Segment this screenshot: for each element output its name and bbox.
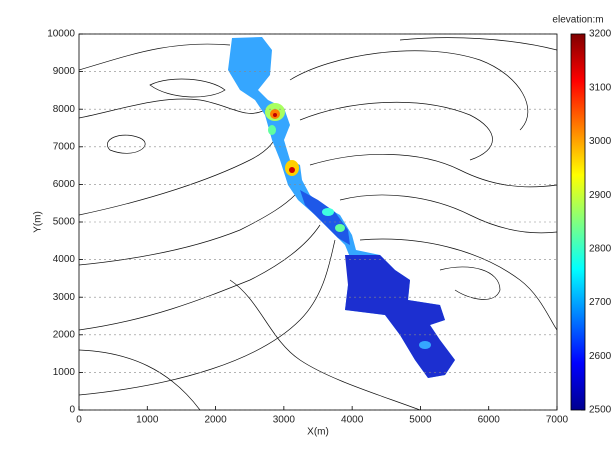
x-tick-label: 4000	[341, 415, 364, 426]
y-tick-label: 1000	[53, 367, 76, 378]
colorbar-tick-label: 2600	[589, 351, 612, 362]
x-tick-label: 1000	[136, 415, 159, 426]
contour-line	[229, 279, 421, 410]
hotspot	[322, 208, 334, 216]
axes: 0 1000 2000 3000 4000 5000 6000 7000 0 1000 2000 30…	[47, 29, 611, 426]
hotspot	[273, 113, 277, 117]
colorbar-tick-label: 2900	[589, 190, 612, 201]
y-tick-label: 2000	[53, 329, 76, 340]
x-tick-label: 5000	[409, 415, 432, 426]
y-tick-label: 6000	[53, 179, 76, 190]
contour-line	[299, 101, 493, 161]
y-tick-label: 9000	[53, 66, 76, 77]
contour-lines	[79, 37, 557, 410]
contour-line	[79, 224, 321, 331]
y-tick-label: 3000	[53, 292, 76, 303]
plot-frame	[78, 33, 558, 411]
contour-line	[79, 349, 201, 410]
x-tick-label: 3000	[273, 415, 296, 426]
x-tick-label: 6000	[478, 415, 501, 426]
colorbar-tick-label: 3100	[589, 82, 612, 93]
x-tick-label: 2000	[204, 415, 227, 426]
contour-line	[79, 129, 281, 216]
hotspot	[268, 125, 276, 135]
contour-line	[149, 78, 226, 98]
y-tick-label: 10000	[47, 29, 75, 40]
contour-line	[289, 50, 529, 131]
colorbar-tick-label: 3000	[589, 136, 612, 147]
contour-line	[339, 194, 557, 234]
contour-line	[79, 194, 296, 266]
colorbar-tick-label: 2800	[589, 243, 612, 254]
x-tick-label: 0	[76, 415, 82, 426]
contour-line	[309, 153, 557, 188]
y-axis-label: Y(m)	[33, 211, 44, 233]
contour-line	[79, 239, 336, 396]
contour-line	[107, 134, 146, 154]
contour-line	[79, 43, 231, 71]
contour-line	[359, 238, 557, 331]
y-tick-label: 4000	[53, 254, 76, 265]
contour-line	[399, 37, 557, 51]
colorbar-tick-label: 2700	[589, 297, 612, 308]
hotspot	[289, 167, 295, 173]
glacier	[228, 37, 455, 378]
y-tick-label: 7000	[53, 141, 76, 152]
x-tick-label: 7000	[546, 415, 569, 426]
y-tick-label: 5000	[53, 217, 76, 228]
y-tick-label: 8000	[53, 104, 76, 115]
y-tick-label: 0	[69, 405, 75, 416]
contour-line	[439, 266, 501, 300]
plot-area	[79, 34, 557, 410]
colorbar-tick-label: 2500	[589, 405, 612, 416]
x-axis-label: X(m)	[307, 427, 329, 438]
contour-line	[79, 98, 266, 119]
hotspot	[335, 224, 345, 232]
colorbar	[570, 33, 586, 411]
colorbar-label: elevation:m	[552, 15, 603, 26]
hotspot	[419, 341, 431, 349]
colorbar-tick-label: 3200	[589, 29, 612, 40]
